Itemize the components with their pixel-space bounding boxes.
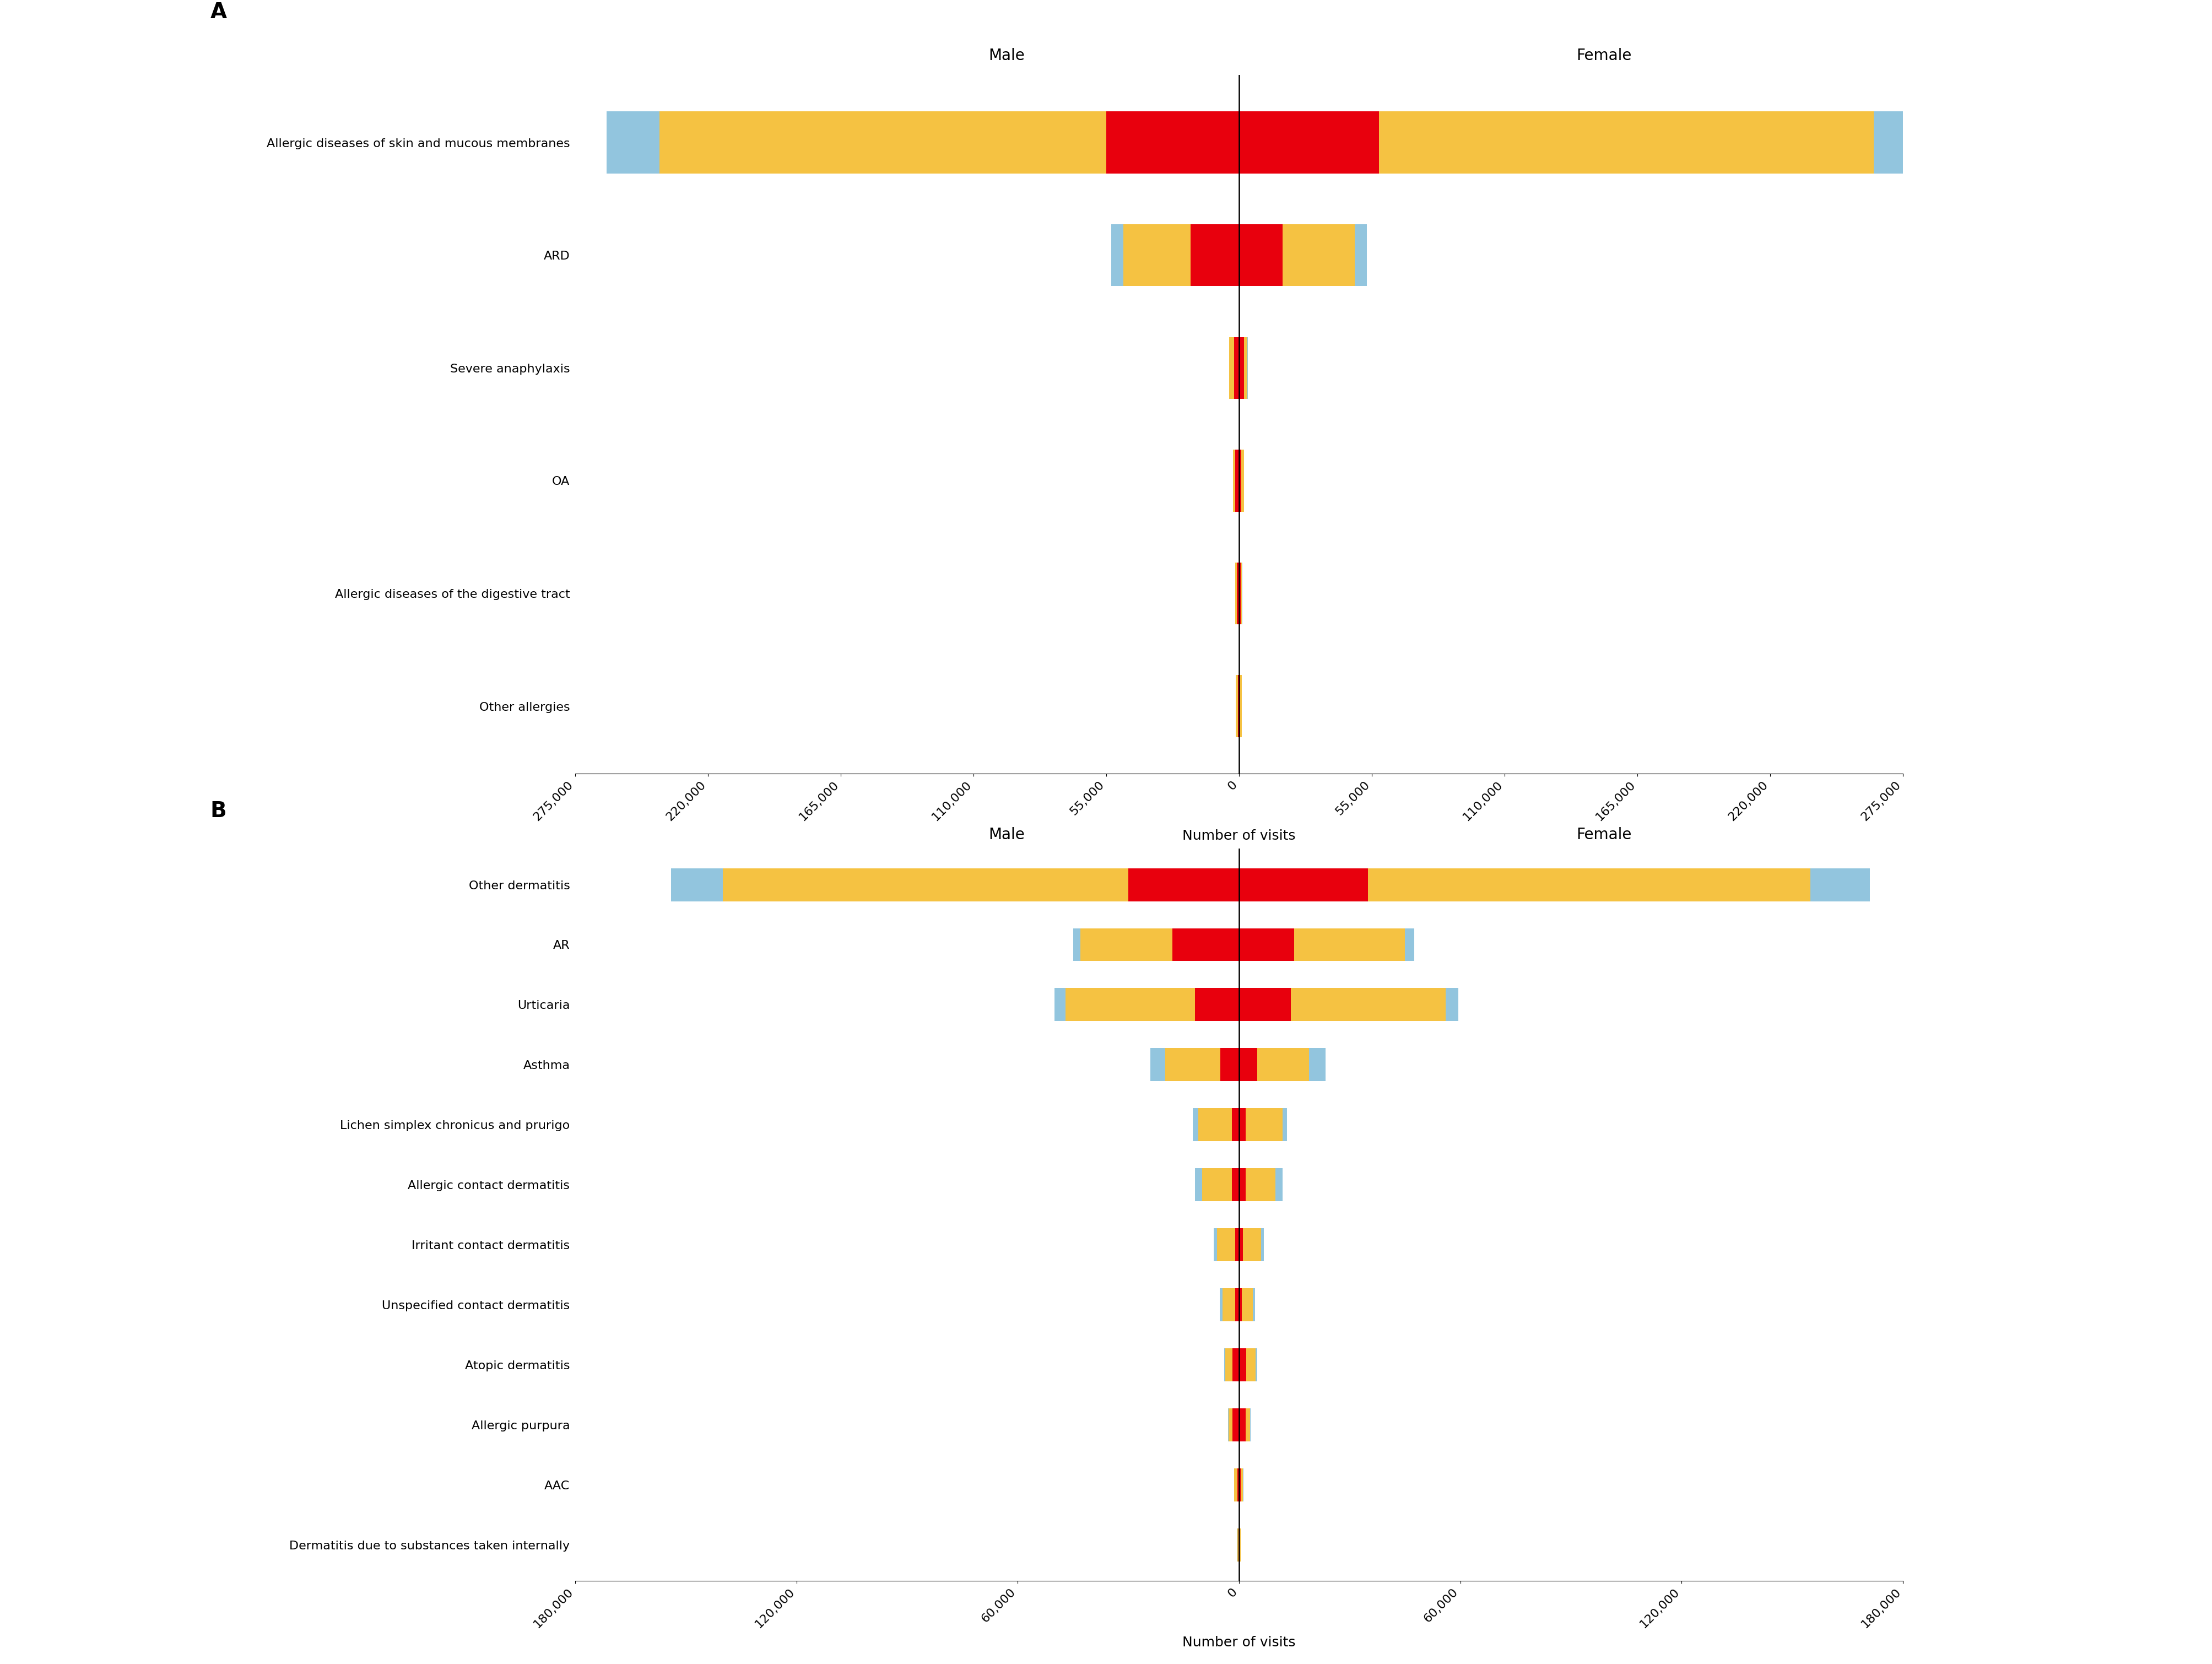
Bar bbox=[1219, 1288, 1223, 1321]
Bar bbox=[1274, 1168, 1283, 1201]
Bar bbox=[1234, 449, 1239, 511]
Bar bbox=[1106, 111, 1239, 173]
Bar bbox=[1241, 449, 1243, 511]
Bar bbox=[1110, 225, 1124, 286]
Bar bbox=[1239, 1048, 1256, 1082]
Bar bbox=[1128, 869, 1239, 902]
Bar bbox=[1073, 929, 1079, 962]
Bar bbox=[1232, 1348, 1239, 1381]
Bar bbox=[1234, 336, 1239, 399]
Bar bbox=[1214, 1228, 1217, 1261]
Bar bbox=[1223, 1288, 1234, 1321]
Bar bbox=[1192, 1108, 1199, 1142]
Bar bbox=[1232, 449, 1234, 511]
Bar bbox=[1190, 225, 1239, 286]
Bar bbox=[1234, 1228, 1239, 1261]
Bar bbox=[1239, 1288, 1241, 1321]
Bar bbox=[1239, 988, 1290, 1022]
Bar bbox=[1124, 225, 1190, 286]
Bar bbox=[1221, 1048, 1239, 1082]
Bar bbox=[1066, 988, 1194, 1022]
Bar bbox=[1166, 1048, 1221, 1082]
Bar bbox=[1241, 1288, 1252, 1321]
Bar bbox=[1256, 1048, 1310, 1082]
Bar bbox=[1294, 929, 1405, 962]
Bar bbox=[1283, 225, 1354, 286]
Bar bbox=[1150, 1048, 1166, 1082]
Bar bbox=[1367, 869, 1809, 902]
Bar bbox=[1079, 929, 1172, 962]
Bar bbox=[1874, 111, 1936, 173]
Bar bbox=[1261, 1228, 1263, 1261]
Bar bbox=[723, 869, 1128, 902]
Bar bbox=[659, 111, 1106, 173]
Bar bbox=[1225, 1348, 1232, 1381]
Bar bbox=[1239, 225, 1283, 286]
Bar bbox=[1201, 1168, 1232, 1201]
Bar bbox=[1239, 449, 1241, 511]
Text: B: B bbox=[210, 800, 226, 822]
Bar bbox=[1239, 1108, 1245, 1142]
Bar bbox=[1239, 1168, 1245, 1201]
Bar bbox=[1217, 1228, 1234, 1261]
Bar bbox=[1230, 336, 1234, 399]
Bar bbox=[1245, 1348, 1256, 1381]
Bar bbox=[1239, 336, 1243, 399]
Bar bbox=[606, 111, 659, 173]
Text: A: A bbox=[210, 2, 228, 23]
Bar bbox=[1809, 869, 1869, 902]
Bar bbox=[1444, 988, 1458, 1022]
Bar bbox=[1245, 1168, 1274, 1201]
Text: Female: Female bbox=[1577, 827, 1630, 842]
Bar bbox=[1290, 988, 1444, 1022]
Bar bbox=[1232, 1108, 1239, 1142]
Bar bbox=[1239, 1408, 1245, 1441]
Bar bbox=[1245, 1408, 1250, 1441]
X-axis label: Number of visits: Number of visits bbox=[1181, 829, 1296, 842]
Bar bbox=[1228, 1408, 1232, 1441]
Bar bbox=[1199, 1108, 1232, 1142]
Bar bbox=[1172, 929, 1239, 962]
Bar bbox=[1239, 1228, 1243, 1261]
Bar bbox=[1243, 336, 1248, 399]
Text: Female: Female bbox=[1577, 48, 1630, 63]
X-axis label: Number of visits: Number of visits bbox=[1181, 1636, 1296, 1649]
Bar bbox=[1283, 1108, 1287, 1142]
Text: Male: Male bbox=[989, 48, 1024, 63]
Bar bbox=[1405, 929, 1413, 962]
Bar bbox=[1055, 988, 1066, 1022]
Bar bbox=[1232, 1408, 1239, 1441]
Bar bbox=[1239, 929, 1294, 962]
Bar bbox=[670, 869, 723, 902]
Bar bbox=[1354, 225, 1367, 286]
Bar bbox=[1194, 988, 1239, 1022]
Bar bbox=[1378, 111, 1874, 173]
Bar bbox=[1239, 111, 1378, 173]
Bar bbox=[1241, 1468, 1243, 1501]
Bar bbox=[1232, 1168, 1239, 1201]
Bar bbox=[1243, 1228, 1261, 1261]
Text: Male: Male bbox=[989, 827, 1024, 842]
Bar bbox=[1239, 1348, 1245, 1381]
Bar bbox=[1239, 869, 1367, 902]
Bar bbox=[1310, 1048, 1325, 1082]
Bar bbox=[1234, 1468, 1237, 1501]
Bar bbox=[1194, 1168, 1201, 1201]
Bar bbox=[1245, 1108, 1283, 1142]
Bar bbox=[1234, 1288, 1239, 1321]
